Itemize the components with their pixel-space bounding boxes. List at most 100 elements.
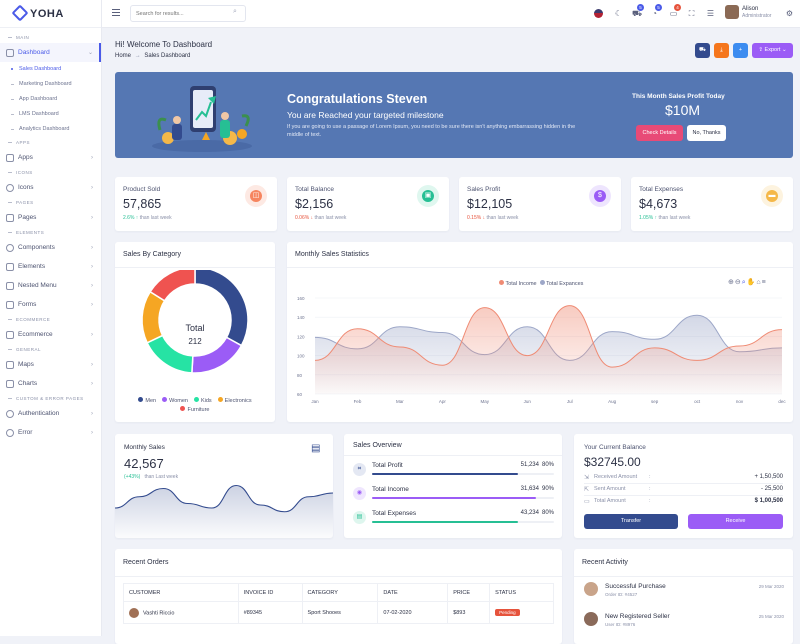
- export-button[interactable]: ⇪ Export ⌄: [752, 43, 793, 58]
- transfer-button[interactable]: Transfer: [584, 514, 678, 529]
- user-name[interactable]: Alison: [742, 6, 759, 12]
- fullscreen-icon[interactable]: ⛶: [688, 9, 695, 18]
- sidebar-item-error[interactable]: Error ›: [0, 423, 101, 442]
- legend-item[interactable]: Electronics: [217, 397, 252, 406]
- table-row[interactable]: Vashti Riccio #89345 Sport Shooes 07-02-202…: [123, 601, 554, 624]
- column-header[interactable]: PRICE: [447, 583, 491, 602]
- hand-icon[interactable]: ✋: [746, 279, 757, 286]
- column-header[interactable]: CUSTOMER: [123, 583, 239, 602]
- activity-date: 29 Mar 2020: [758, 584, 784, 589]
- column-header[interactable]: CATEGORY: [301, 583, 379, 602]
- breadcrumb-home[interactable]: Home: [115, 53, 132, 59]
- sidebar-sub-lms[interactable]: LMS Dashboard: [0, 107, 101, 122]
- stat-note: than last week: [658, 215, 691, 221]
- sidebar-item-dashboard[interactable]: Dashboard ⌄: [0, 43, 101, 62]
- change-percent: (+43%): [124, 474, 141, 480]
- legend-item[interactable]: Kids: [193, 397, 212, 406]
- legend-label: Kids: [200, 398, 212, 404]
- overview-progress: [372, 521, 554, 523]
- sidebar-item-label: Maps: [18, 361, 34, 368]
- sidebar-sub-sales[interactable]: Sales Dashboard: [0, 62, 101, 77]
- donut-slice-furniture[interactable]: [149, 270, 196, 302]
- sidebar-item-charts[interactable]: Charts ›: [0, 374, 101, 393]
- sidebar-sub-marketing[interactable]: Marketing Dashboard: [0, 77, 101, 92]
- menu-icon[interactable]: ≡: [761, 279, 767, 286]
- monthly-sales-sparkline: [115, 484, 333, 538]
- balance-row-value: $ 1,00,500: [754, 498, 783, 504]
- series-line-income[interactable]: [314, 305, 783, 368]
- check-details-button[interactable]: Check Details: [636, 125, 683, 141]
- apps-icon[interactable]: ☰: [706, 9, 715, 18]
- receive-button[interactable]: Receive: [688, 514, 783, 529]
- column-header[interactable]: INVOICE ID: [237, 583, 303, 602]
- cart-button[interactable]: ⛟: [695, 43, 710, 58]
- avatar: [584, 582, 598, 596]
- sidebar-item-maps[interactable]: Maps ›: [0, 355, 101, 374]
- legend-expances[interactable]: Total Expances: [546, 281, 584, 287]
- card-title: Recent Activity: [582, 559, 628, 566]
- balance-row-separator: :: [649, 474, 651, 480]
- sidebar-item-apps[interactable]: Apps ›: [0, 148, 101, 167]
- add-button[interactable]: +: [733, 43, 748, 58]
- cart-icon[interactable]: ⛟ 5: [632, 4, 644, 18]
- sidebar-item-forms[interactable]: Forms ›: [0, 295, 101, 314]
- search-input[interactable]: [130, 5, 246, 22]
- stat-icon: $: [589, 185, 611, 207]
- chevron-right-icon: ›: [91, 154, 93, 161]
- legend-item[interactable]: Furniture: [180, 406, 210, 415]
- chevron-right-icon: ›: [91, 410, 93, 417]
- download-button[interactable]: ⤓: [714, 43, 729, 58]
- sidebar-item-authentication[interactable]: Authentication ›: [0, 404, 101, 423]
- clipboard-icon[interactable]: ▤: [311, 443, 321, 454]
- page-title: Hi! Welcome To Dashboard: [115, 40, 213, 49]
- stat-label: Sales Profit: [467, 186, 501, 193]
- overview-amount: 43,234: [520, 510, 539, 516]
- legend-swatch-expances: [539, 280, 545, 285]
- arrow-up-icon: ↑: [134, 215, 140, 221]
- sidebar-item-elements[interactable]: Elements ›: [0, 257, 101, 276]
- category-donut-chart: [141, 270, 249, 374]
- activity-sub: Order ID: #4527: [605, 592, 638, 597]
- legend-label: Furniture: [187, 407, 210, 413]
- activity-title[interactable]: New Registered Seller: [605, 613, 670, 620]
- chevron-right-icon: ›: [91, 301, 93, 308]
- sidebar-item-components[interactable]: Components ›: [0, 238, 101, 257]
- sidebar-sub-analytics[interactable]: Analytics Dashboard: [0, 122, 101, 137]
- message-icon[interactable]: ▭ 4: [669, 4, 681, 18]
- recent-activity-card: Recent Activity Successful Purchase Order…: [574, 549, 793, 644]
- activity-title[interactable]: Successful Purchase: [605, 583, 666, 590]
- legend-item[interactable]: Women: [162, 397, 188, 406]
- x-tick-label: Feb: [354, 399, 362, 404]
- legend-income[interactable]: Total Income: [505, 281, 537, 287]
- moon-icon[interactable]: ☾: [614, 9, 623, 18]
- zoom-out-icon[interactable]: ⊖: [734, 279, 742, 286]
- avatar[interactable]: [725, 5, 739, 19]
- sidebar-item-icons[interactable]: Icons ›: [0, 178, 101, 197]
- area-fill-income: [315, 305, 782, 394]
- menu-toggle-icon[interactable]: [112, 9, 120, 17]
- stat-card: Total Expenses $4,673 1.05% ↑ than last we…: [631, 177, 793, 231]
- no-thanks-button[interactable]: No, Thanks: [687, 125, 726, 141]
- receipt-icon: ▤: [353, 511, 366, 524]
- legend-swatch: [193, 397, 199, 402]
- search-icon[interactable]: ⌕: [233, 8, 237, 15]
- section-general: General: [0, 344, 101, 355]
- donut-slice-men[interactable]: [194, 270, 249, 347]
- home-icon[interactable]: ⌂: [756, 279, 762, 286]
- sidebar-item-pages[interactable]: Pages ›: [0, 208, 101, 227]
- zoom-in-icon[interactable]: ⊕: [728, 279, 735, 286]
- bell-icon[interactable]: ◔ 5: [650, 4, 662, 18]
- sidebar-sub-app[interactable]: App Dashboard: [0, 92, 101, 107]
- chevron-right-icon: ›: [91, 429, 93, 436]
- x-tick-label: Jul: [567, 399, 573, 404]
- logo[interactable]: YOHA: [0, 0, 101, 28]
- legend-item[interactable]: Men: [138, 397, 156, 406]
- magnifier-icon[interactable]: ⌕: [741, 279, 747, 286]
- sidebar-item-ecommerce[interactable]: Ecommerce ›: [0, 325, 101, 344]
- customer-name: Vashti Riccio: [143, 609, 175, 616]
- us-flag-icon[interactable]: [594, 9, 603, 18]
- settings-icon[interactable]: ⚙: [785, 9, 794, 18]
- column-header[interactable]: STATUS: [489, 583, 554, 602]
- sidebar-item-nested[interactable]: Nested Menu ›: [0, 276, 101, 295]
- column-header[interactable]: DATE: [377, 583, 449, 602]
